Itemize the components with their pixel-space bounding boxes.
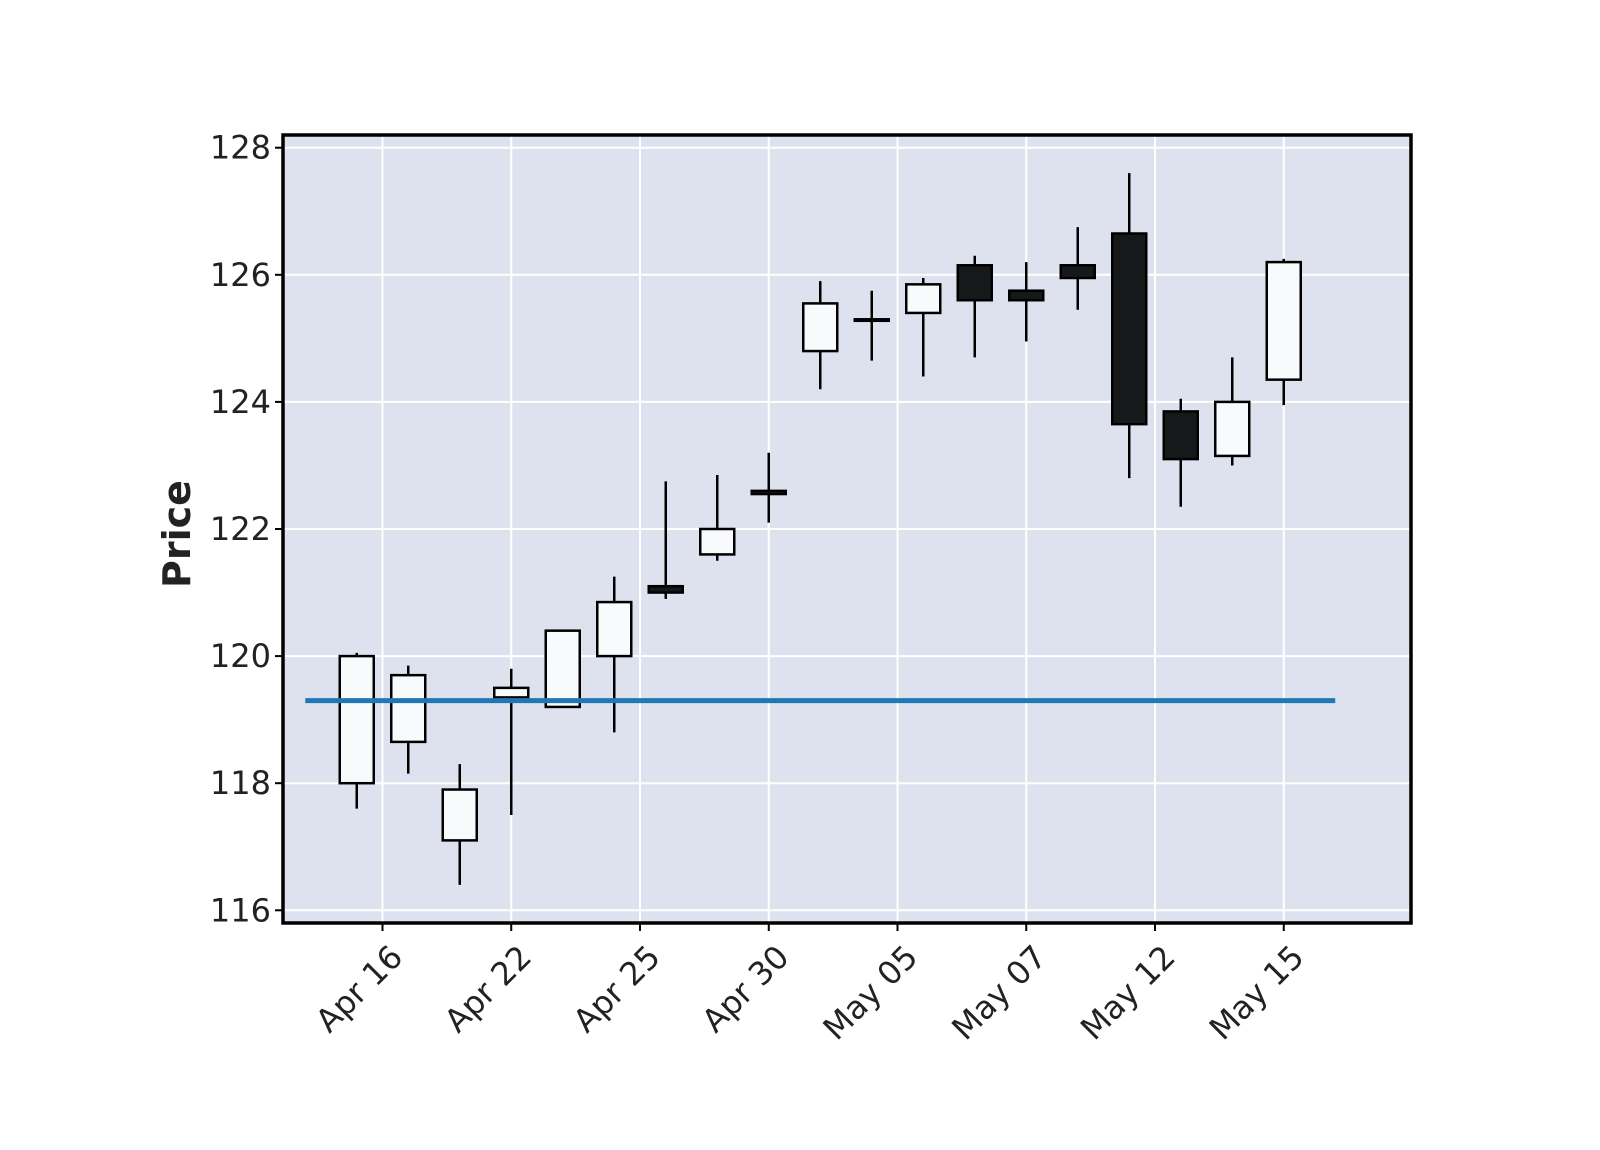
candle-body: [853, 318, 890, 323]
y-axis-title: Price: [155, 480, 199, 588]
x-tick-label: May 15: [1202, 938, 1312, 1048]
x-tick-label: May 07: [944, 938, 1054, 1048]
candle-body: [802, 302, 839, 353]
candle-body: [493, 686, 530, 699]
x-axis: Apr 16 Apr 22 Apr 25 Apr 30 May 05 May 07 May …: [308, 923, 1311, 1047]
candle: [956, 255, 993, 358]
candle: [1162, 398, 1199, 507]
candle: [544, 629, 581, 709]
candle: [596, 576, 633, 733]
candle-body: [699, 527, 736, 556]
x-tick-label: May 12: [1073, 938, 1183, 1048]
candle: [1265, 258, 1302, 406]
candle: [699, 474, 736, 561]
candle-body: [441, 788, 478, 842]
x-tick-label: Apr 30: [694, 938, 796, 1040]
candle: [1008, 262, 1045, 342]
candle: [647, 481, 684, 599]
y-tick-label: 120: [210, 637, 271, 675]
candle-body: [956, 264, 993, 302]
x-tick-label: May 05: [816, 938, 926, 1048]
candle-body: [750, 489, 787, 496]
grid-lines: [283, 135, 1411, 923]
candle-body: [1265, 260, 1302, 381]
candle-body: [647, 584, 684, 594]
candle: [493, 668, 530, 815]
candle: [441, 764, 478, 885]
x-tick-label: Apr 25: [566, 938, 668, 1040]
candle-body: [1214, 400, 1251, 458]
y-tick-label: 128: [210, 129, 271, 167]
candle-body: [1059, 264, 1096, 280]
candle: [338, 652, 375, 809]
candle: [750, 452, 787, 523]
candle-body: [1111, 232, 1148, 426]
candle: [853, 290, 890, 361]
y-tick-label: 124: [210, 383, 271, 421]
candle: [1111, 173, 1148, 479]
candle-body: [390, 673, 427, 744]
candle: [1214, 357, 1251, 466]
candle-body: [905, 283, 942, 315]
x-tick-label: Apr 16: [308, 938, 410, 1040]
y-tick-label: 116: [210, 891, 271, 929]
candle-body: [596, 600, 633, 658]
x-tick-label: Apr 22: [437, 938, 539, 1040]
candle: [905, 277, 942, 377]
candle-body: [1162, 410, 1199, 461]
candle: [390, 665, 427, 774]
y-tick-label: 126: [210, 256, 271, 294]
candles: [338, 173, 1302, 885]
candle: [802, 281, 839, 390]
candle: [1059, 227, 1096, 310]
y-tick-label: 118: [210, 764, 271, 802]
y-tick-label: 122: [210, 510, 271, 548]
y-axis: 116 118 120 122 124 126 128: [210, 129, 283, 929]
candle-body: [338, 654, 375, 785]
candle-body: [1008, 289, 1045, 302]
candle-body: [544, 629, 581, 709]
